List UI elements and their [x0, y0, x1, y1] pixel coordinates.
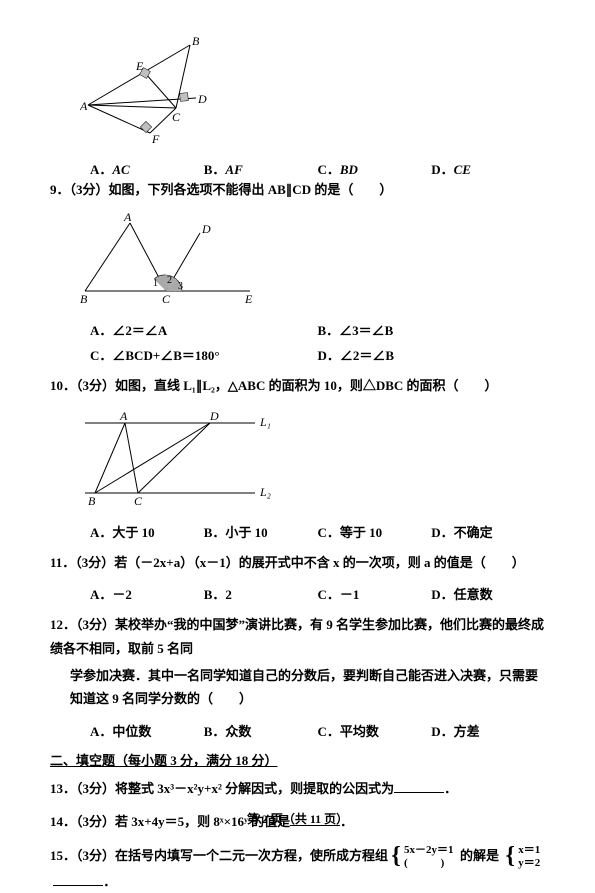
q12-option-c: C．平均数 [318, 721, 432, 740]
q9-option-a: A．∠2＝∠A [90, 320, 318, 339]
svg-text:B: B [192, 35, 200, 48]
q10-option-d: D．不确定 [431, 522, 545, 541]
q15-pre: 15．（3分）在括号内填写一个二元一次方程，使所成方程组 [50, 848, 388, 863]
q8-option-b: B．AF [204, 159, 318, 178]
svg-text:1: 1 [153, 278, 158, 289]
q8-option-a: A．AC [90, 159, 204, 178]
q12-title-b: 学参加决赛．其中一名同学知道自己的分数后，要判断自己能否进入决赛，只需要知道这 … [70, 664, 545, 711]
svg-text:D: D [201, 222, 211, 236]
q12-title-a: 12．（3分）某校举办“我的中国梦”演讲比赛，有 9 名学生参加比赛，他们比赛的… [50, 613, 545, 660]
svg-text:C: C [134, 494, 143, 508]
q9-options-row1: A．∠2＝∠A B．∠3＝∠B [90, 320, 545, 339]
q11-title: 11．（3分）若（－2x+a）（x－1）的展开式中不含 x 的一次项，则 a 的… [50, 551, 545, 574]
svg-text:C: C [172, 110, 181, 124]
svg-text:E: E [244, 292, 253, 306]
svg-text:L₁: L₁ [259, 415, 271, 429]
q13-blank [394, 779, 444, 793]
q10-option-c: C．等于 10 [318, 522, 432, 541]
q15-mid: 的解是 [460, 848, 499, 863]
svg-text:D: D [209, 409, 219, 423]
q10-diagram: A D L₁ B C L₂ [80, 408, 545, 512]
q15-blank [53, 872, 103, 886]
brace-icon: { [506, 847, 515, 866]
svg-text:D: D [197, 92, 207, 106]
q9-title: 9．（3分）如图，下列各选项不能得出 AB∥CD 的是（ ） [50, 178, 545, 201]
section2-title: 二、填空题（每小题 3 分，满分 18 分） [50, 750, 545, 769]
q10-option-a: A．大于 10 [90, 522, 204, 541]
brace-icon: { [391, 847, 400, 866]
svg-text:A: A [119, 409, 128, 423]
q11-option-c: C．－1 [318, 584, 432, 603]
svg-text:E: E [135, 59, 144, 73]
q12-option-a: A．中位数 [90, 721, 204, 740]
q10-option-b: B．小于 10 [204, 522, 318, 541]
q9-option-d: D．∠2＝∠B [318, 345, 546, 364]
q11-option-a: A．－2 [90, 584, 204, 603]
q13-text: 13．（3分）将整式 3x³－x²y+x² 分解因式，则提取的公因式为 [50, 781, 394, 796]
svg-text:A: A [123, 211, 132, 224]
q12-option-b: B．众数 [204, 721, 318, 740]
svg-text:A: A [80, 99, 88, 113]
q12-options: A．中位数 B．众数 C．平均数 D．方差 [90, 721, 545, 740]
q11-options: A．－2 B．2 C．－1 D．任意数 [90, 584, 545, 603]
svg-text:3: 3 [178, 281, 183, 292]
q10-title: 10．（3分）如图，直线 L₁∥L₂，△ABC 的面积为 10，则△DBC 的面… [50, 374, 545, 397]
q9-option-c: C．∠BCD+∠B＝180° [90, 345, 318, 364]
svg-text:F: F [151, 132, 160, 145]
q8-option-c: C．BD [318, 159, 432, 178]
svg-text:2: 2 [167, 275, 172, 286]
q8-options: A．AC B．AF C．BD D．CE [90, 159, 545, 178]
svg-text:C: C [162, 292, 171, 306]
q11-option-d: D．任意数 [431, 584, 545, 603]
q8-diagram: A B C D E F [80, 35, 545, 149]
q9-options-row2: C．∠BCD+∠B＝180° D．∠2＝∠B [90, 345, 545, 364]
q12-option-d: D．方差 [431, 721, 545, 740]
q15-group1: 5x－2y＝1 ( ) [404, 844, 454, 870]
q13: 13．（3分）将整式 3x³－x²y+x² 分解因式，则提取的公因式为． [50, 777, 545, 800]
svg-text:B: B [80, 292, 88, 306]
page: A B C D E F A．AC B．AF C．BD D．CE 9．（3分）如图… [0, 0, 595, 842]
svg-text:B: B [88, 494, 96, 508]
q15: 15．（3分）在括号内填写一个二元一次方程，使所成方程组 { 5x－2y＝1 (… [50, 844, 545, 893]
q10-options: A．大于 10 B．小于 10 C．等于 10 D．不确定 [90, 522, 545, 541]
q15-group2: x＝1 y＝2 [518, 844, 540, 870]
page-footer: 第 2 页（共 11 页） [0, 810, 595, 827]
q8-option-d: D．CE [431, 159, 545, 178]
q11-option-b: B．2 [204, 584, 318, 603]
svg-text:L₂: L₂ [259, 485, 271, 499]
q9-diagram: 1 2 3 A D B C E [80, 211, 545, 310]
q9-option-b: B．∠3＝∠B [318, 320, 546, 339]
